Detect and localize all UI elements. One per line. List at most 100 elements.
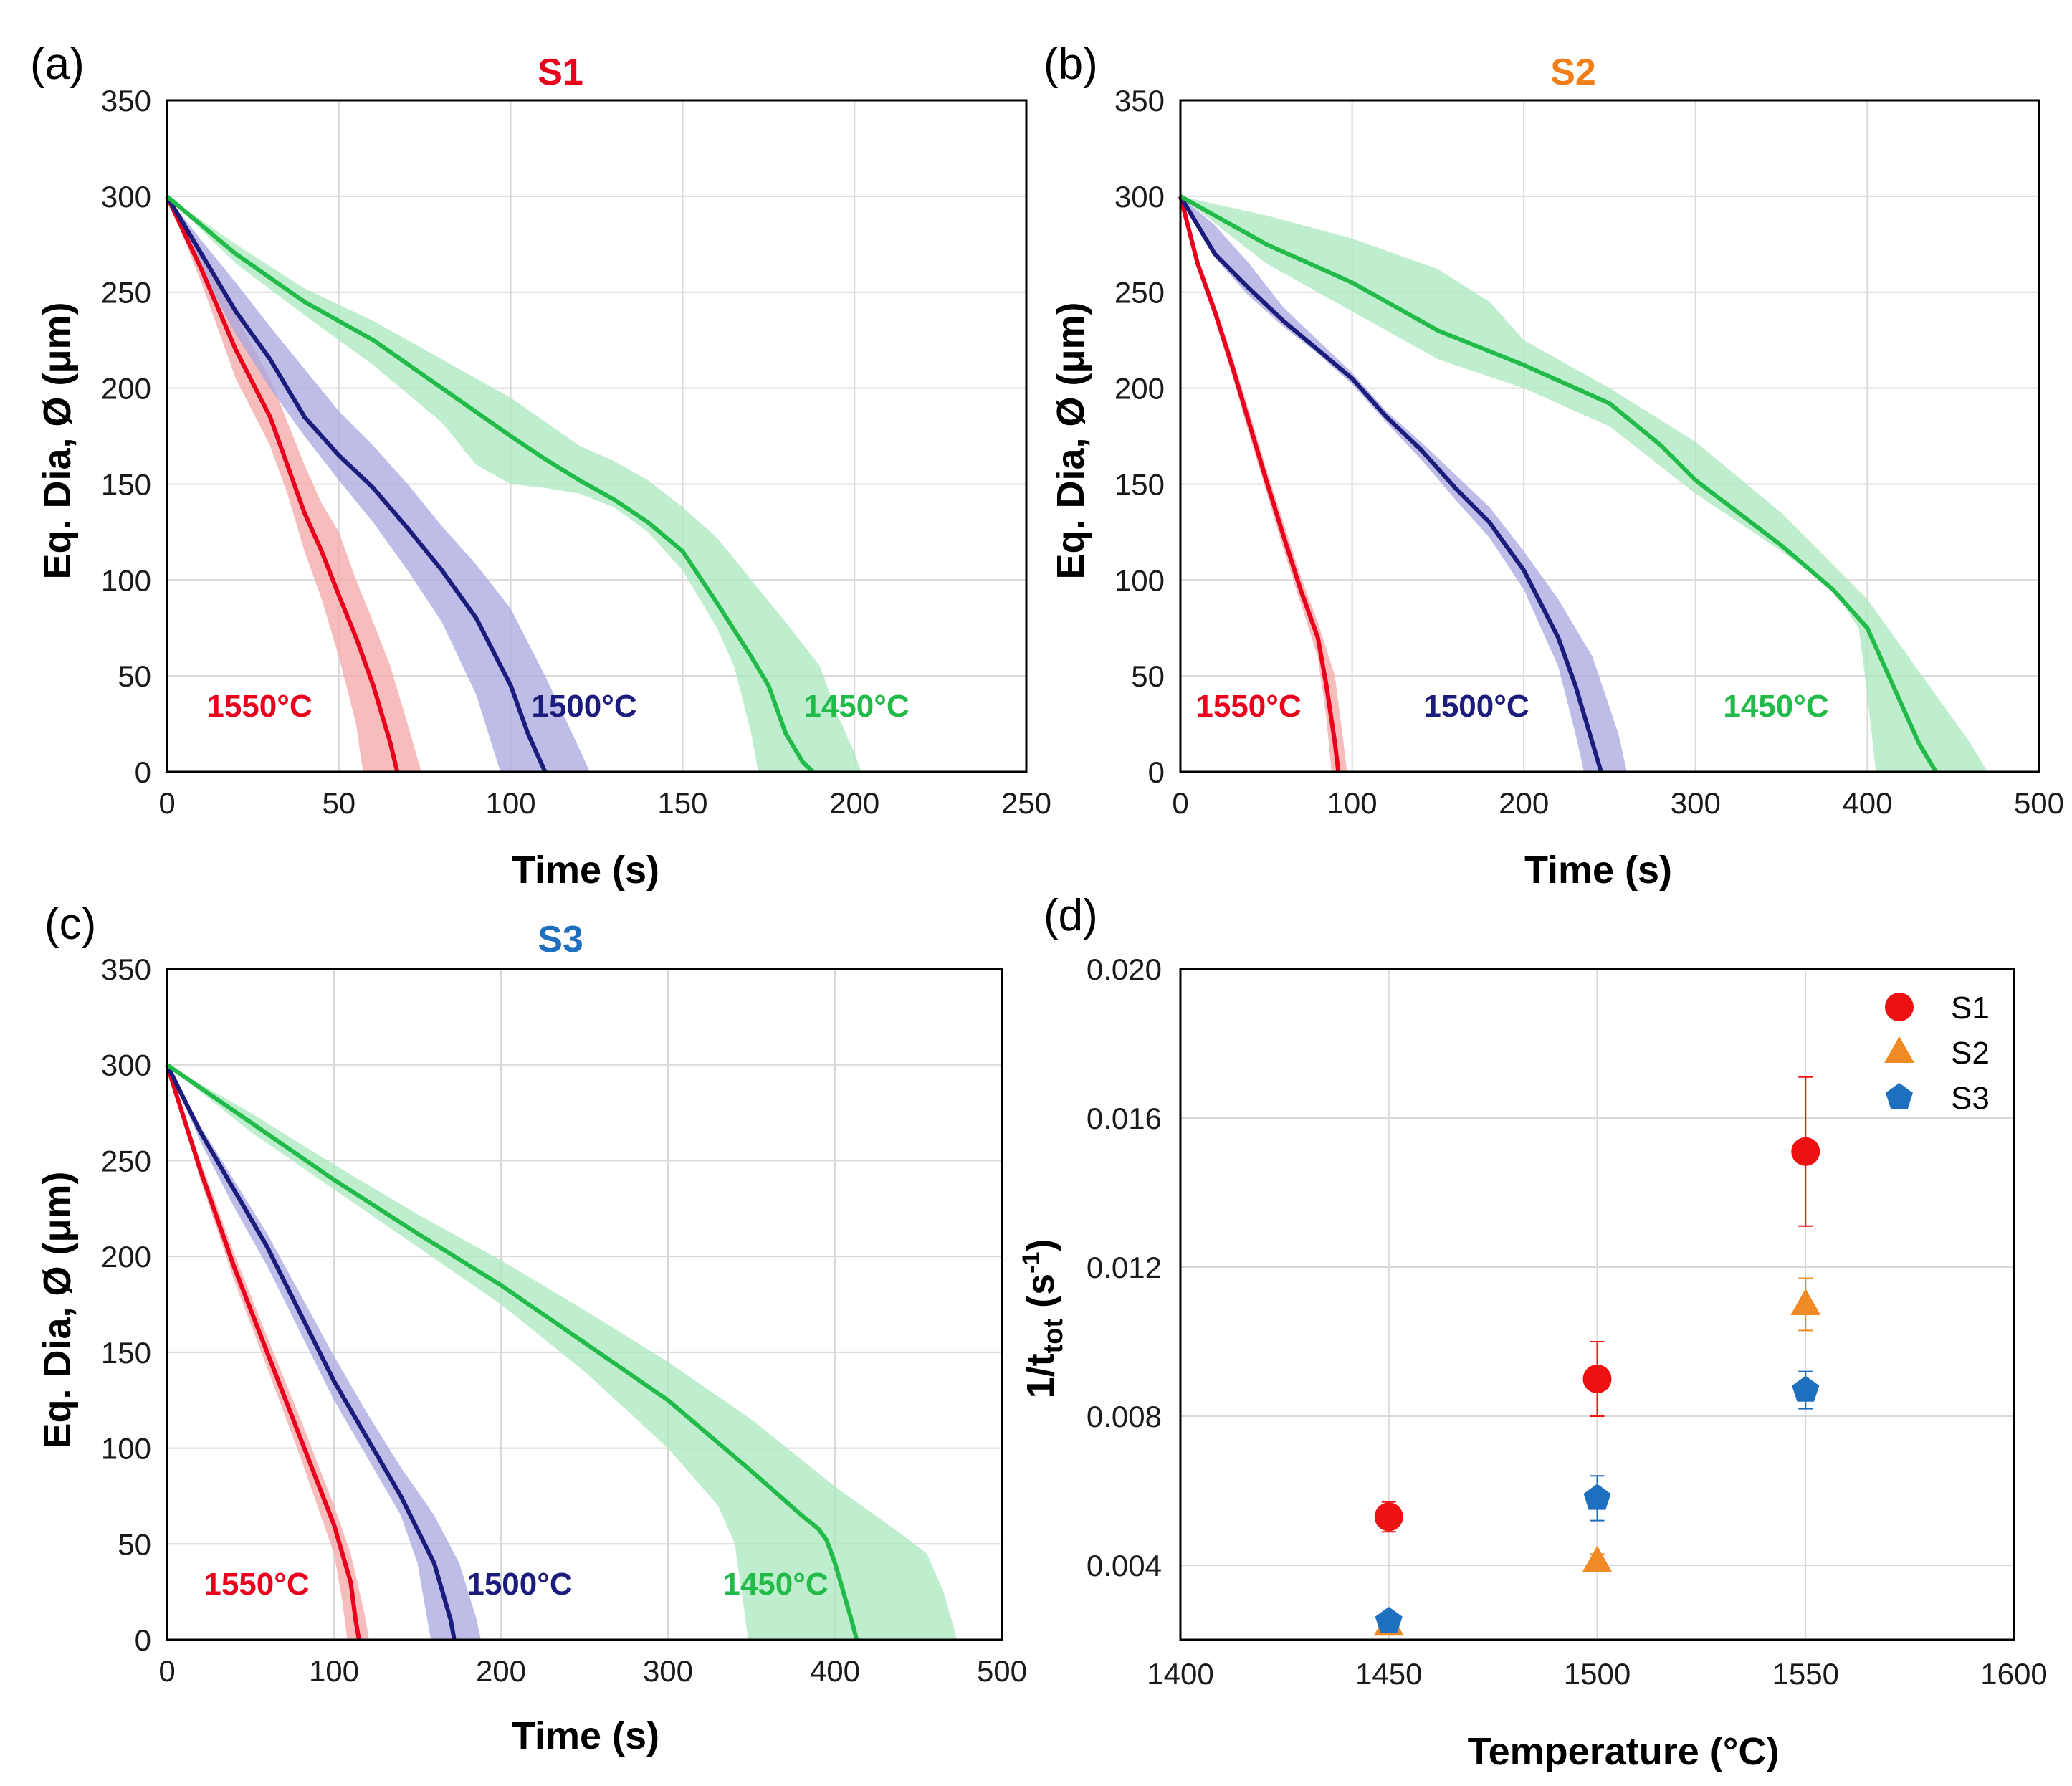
- panel-a-x-axis-label: Time (s): [512, 849, 659, 892]
- series-line-0: [165, 195, 400, 773]
- series-label-2: 1450°C: [803, 689, 909, 724]
- x-tick-label: 100: [1327, 786, 1378, 820]
- x-tick-label: 500: [977, 1654, 1027, 1688]
- panel-a-plot-area: 0 50 100 150 200 250 0 50 100 150 200 250 300 350 1550…: [101, 84, 1051, 820]
- y-tick-label: 250: [1114, 276, 1165, 310]
- series-line-1: [1178, 195, 1603, 773]
- y-tick-label: 0: [135, 755, 151, 789]
- panel-c-plot-area: 0 100 200 300 400 500 0 50 100 150 200 250 300 350 155…: [101, 952, 1027, 1688]
- x-tick-label: 1550: [1772, 1657, 1839, 1691]
- series-line-2: [1179, 194, 1938, 773]
- panel-d-label: (d): [1044, 891, 1098, 940]
- panel-a-s1: (a) S1 0 50 100 150 200 250 0 50 100 150 200 250 300…: [30, 39, 1051, 892]
- y-tick-label: 100: [101, 1432, 151, 1466]
- series-label-0: 1550°C: [1195, 689, 1301, 724]
- series-line-0: [1178, 196, 1341, 773]
- x-tick-label: 1450: [1355, 1657, 1422, 1691]
- x-tick-label: 200: [1499, 786, 1549, 820]
- y-tick-label: 200: [1114, 372, 1165, 406]
- panel-b-plot-area: 0 100 200 300 400 500 0 50 100 150 200 250 300 350 155…: [1114, 84, 2064, 820]
- legend-marker-s1: [1885, 993, 1914, 1021]
- legend-label-s3: S3: [1951, 1081, 1990, 1116]
- y-tick-label: 350: [101, 952, 151, 986]
- y-tick-label: 150: [101, 467, 151, 501]
- panel-b-s2: (b) S2 0 100 200 300 400 500 0 50 100 150 200 250 30…: [1044, 39, 2064, 892]
- x-tick-label: 300: [1671, 786, 1721, 820]
- uncertainty-band-2: [167, 1064, 958, 1640]
- series-line-0: [165, 1064, 361, 1641]
- legend-marker-s2: [1884, 1036, 1914, 1063]
- series-label-1: 1500°C: [467, 1567, 572, 1602]
- series-label-2: 1450°C: [722, 1567, 828, 1602]
- y-tick-label: 350: [101, 84, 151, 118]
- panel-d-plot-area: 1400 1450 1500 1550 1600 0.004 0.008 0.012 0.016…: [1087, 952, 2048, 1691]
- series-line-1: [165, 1064, 457, 1641]
- panel-d-y-label-main: 1/t: [1019, 1353, 1062, 1398]
- plot-frame: [1179, 99, 2040, 773]
- series-label-2: 1450°C: [1723, 689, 1828, 724]
- y-tick-label: 0.020: [1087, 952, 1162, 986]
- y-tick-label: 250: [101, 1144, 151, 1178]
- y-tick-label: 0.012: [1087, 1251, 1162, 1284]
- panel-c-label: (c): [44, 899, 96, 949]
- panel-d-y-label-unit-open: (s: [1019, 1274, 1062, 1319]
- panel-c-title: S3: [538, 919, 583, 960]
- x-tick-label: 0: [158, 786, 175, 820]
- y-tick-label: 0: [135, 1623, 151, 1657]
- panel-d-y-axis-label: 1/ttot (s-1): [1018, 1239, 1069, 1399]
- x-tick-label: 200: [829, 786, 879, 820]
- panel-c-s3: (c) S3 0 100 200 300 400 500 0 50 100 150 200 250 30…: [36, 899, 1027, 1757]
- y-tick-label: 250: [101, 276, 151, 310]
- panel-b-title: S2: [1550, 52, 1596, 93]
- y-tick-label: 300: [101, 1049, 151, 1082]
- series-line-1: [165, 195, 548, 773]
- x-tick-label: 100: [309, 1654, 359, 1688]
- plot-frame: [1179, 968, 2015, 1641]
- y-tick-label: 50: [1131, 659, 1165, 693]
- panel-a-y-axis-label: Eq. Dia, Ø (μm): [36, 302, 79, 579]
- panel-c-y-axis-label: Eq. Dia, Ø (μm): [36, 1171, 79, 1448]
- x-tick-label: 100: [486, 786, 536, 820]
- panel-b-x-axis-label: Time (s): [1524, 849, 1672, 892]
- series-line-2: [166, 194, 815, 774]
- y-tick-label: 300: [1114, 180, 1165, 214]
- x-tick-label: 500: [2014, 786, 2064, 820]
- y-tick-label: 100: [101, 563, 151, 597]
- x-tick-label: 1600: [1980, 1657, 2047, 1691]
- legend-label-s1: S1: [1951, 990, 1990, 1026]
- data-point-s1: [1582, 1365, 1612, 1393]
- legend-marker-s3: [1886, 1083, 1913, 1109]
- data-point-s3: [1792, 1375, 1820, 1402]
- series-label-1: 1500°C: [1423, 689, 1529, 724]
- panel-d-y-label-sub: tot: [1039, 1319, 1069, 1354]
- y-tick-label: 0: [1148, 755, 1165, 789]
- panel-a-label: (a): [30, 39, 85, 89]
- x-tick-label: 0: [158, 1654, 175, 1688]
- uncertainty-band-1: [167, 196, 590, 772]
- panel-c-x-axis-label: Time (s): [512, 1714, 659, 1757]
- y-tick-label: 50: [118, 1527, 151, 1561]
- x-tick-label: 200: [476, 1654, 526, 1688]
- panel-b-y-axis-label: Eq. Dia, Ø (μm): [1049, 302, 1092, 579]
- panel-b-label: (b): [1044, 39, 1098, 89]
- y-tick-label: 0.016: [1087, 1102, 1162, 1135]
- x-tick-label: 400: [1842, 786, 1892, 820]
- uncertainty-band-2: [167, 196, 861, 772]
- y-tick-label: 50: [118, 659, 151, 693]
- plot-frame: [166, 99, 1028, 773]
- y-tick-label: 350: [1114, 84, 1165, 118]
- data-point-s3: [1375, 1607, 1403, 1633]
- data-point-s2: [1582, 1545, 1613, 1572]
- x-tick-label: 1400: [1147, 1657, 1213, 1691]
- plot-frame: [166, 968, 1003, 1641]
- y-tick-label: 200: [101, 372, 151, 406]
- x-tick-label: 250: [1001, 786, 1051, 820]
- y-tick-label: 0.004: [1087, 1549, 1162, 1582]
- x-tick-label: 300: [643, 1654, 693, 1688]
- panel-d-scatter: (d) 1400 1450 1500 1550 1600 0.004 0.008 0.012 0…: [1018, 891, 2048, 1773]
- y-tick-label: 200: [101, 1240, 151, 1274]
- x-tick-label: 0: [1172, 786, 1188, 820]
- data-point-s1: [1374, 1502, 1403, 1532]
- series-label-0: 1550°C: [204, 1567, 309, 1602]
- series-label-0: 1550°C: [206, 689, 312, 724]
